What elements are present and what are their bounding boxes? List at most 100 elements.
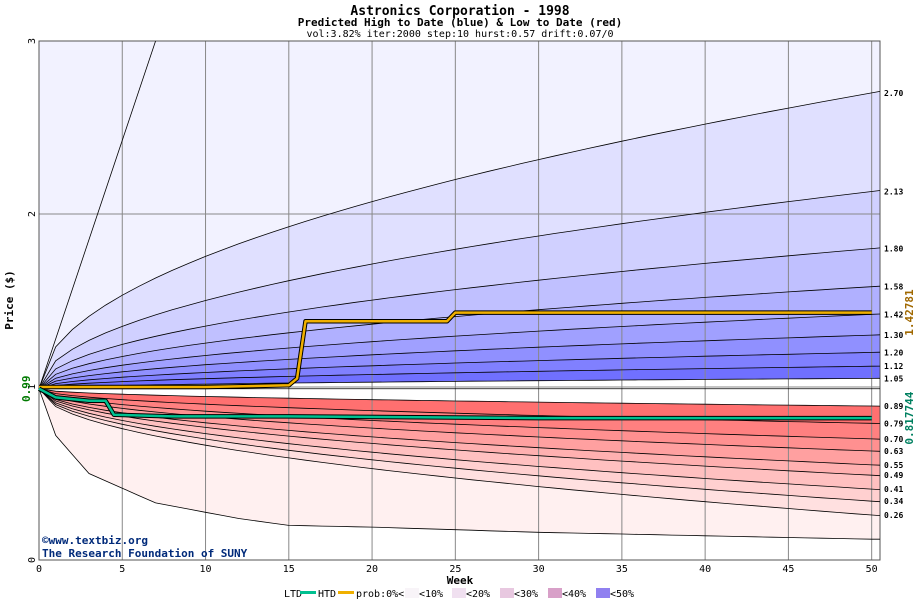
x-tick-15: 15 xyxy=(283,564,295,575)
ltd-series-line xyxy=(38,387,872,420)
htd-series-line xyxy=(39,311,872,389)
x-tick-50: 50 xyxy=(866,564,878,575)
chart-title: Astronics Corporation - 1998 xyxy=(350,4,569,19)
end-label-1.58: 1.58 xyxy=(884,283,903,292)
high-band-1.80 xyxy=(39,190,880,389)
y-tick-3: 3 xyxy=(27,38,38,44)
legend-10-label: <10% xyxy=(419,589,443,600)
chart-grid xyxy=(38,40,881,561)
credit-line-1: ©www.textbiz.org xyxy=(42,534,148,547)
high-band-1.20 xyxy=(39,334,880,389)
low-band-0.89 xyxy=(39,388,880,424)
high-quantile-line-2.70 xyxy=(38,91,881,389)
legend-htd-label: HTD xyxy=(318,589,336,600)
low-quantile-line-0.70 xyxy=(38,388,881,440)
end-label-0.26: 0.26 xyxy=(884,511,903,520)
chart-params: vol:3.82% iter:2000 step:10 hurst:0.57 d… xyxy=(306,29,613,40)
high-quantile-line-1.58 xyxy=(38,285,881,390)
low-band-0.63 xyxy=(39,388,880,466)
low-band-outer xyxy=(39,388,880,540)
htd-end-value: 1.42781 xyxy=(903,289,916,336)
high-quantile-line-1.42 xyxy=(38,313,881,390)
legend-swatch-10 xyxy=(405,588,419,598)
legend-ltd-swatch xyxy=(300,591,316,594)
high-quantile-line-1.05 xyxy=(38,377,881,390)
high-band-1.05 xyxy=(39,366,880,389)
high-band-2.13 xyxy=(39,91,880,389)
end-label-0.63: 0.63 xyxy=(884,447,903,456)
legend-prob-label: prob:0%< xyxy=(356,589,404,600)
end-label-0.41: 0.41 xyxy=(884,485,903,494)
low-band-0.70 xyxy=(39,388,880,452)
axis-ticks: 0 5 10 15 20 25 30 35 40 45 50 0 1 2 3 xyxy=(27,38,878,575)
plot-frame xyxy=(38,40,881,561)
probability-bands xyxy=(39,41,880,560)
legend-swatch-40 xyxy=(548,588,562,598)
end-label-2.13: 2.13 xyxy=(884,188,903,197)
quantile-end-labels: 1.05 1.12 1.20 1.30 1.42 1.58 1.80 2.13 2.70 0.89… xyxy=(884,89,903,520)
y-tick-2: 2 xyxy=(27,211,38,217)
high-quantile-line-1.20 xyxy=(38,351,881,390)
credit-line-2: The Research Foundation of SUNY xyxy=(42,547,248,560)
low-quantile-line-0.55 xyxy=(38,388,881,466)
end-label-1.42: 1.42 xyxy=(884,310,903,319)
end-label-1.20: 1.20 xyxy=(884,348,903,357)
low-band-0.41 xyxy=(39,388,880,502)
quantile-lines xyxy=(38,40,881,540)
y-tick-1: 1 xyxy=(27,384,38,390)
low-band-0.79 xyxy=(39,388,880,440)
end-label-0.89: 0.89 xyxy=(884,402,903,411)
end-label-1.12: 1.12 xyxy=(884,362,903,371)
y-axis-label: Price ($) xyxy=(3,270,16,330)
legend-htd-swatch xyxy=(338,591,354,594)
x-tick-10: 10 xyxy=(200,564,212,575)
high-quantile-line-1.80 xyxy=(38,247,881,389)
x-tick-0: 0 xyxy=(36,564,42,575)
low-quantile-line-0.34 xyxy=(38,388,881,503)
end-label-1.05: 1.05 xyxy=(884,374,903,383)
legend-30-label: <30% xyxy=(514,589,538,600)
legend-swatch-20 xyxy=(452,588,466,598)
legend-50-label: <50% xyxy=(610,589,634,600)
outer-high-line xyxy=(38,40,156,389)
start-value-label: 0.99 xyxy=(20,375,33,402)
x-tick-25: 25 xyxy=(449,564,461,575)
high-quantile-line-1.30 xyxy=(38,334,881,390)
x-axis-label: Week xyxy=(447,574,474,587)
series-lines xyxy=(37,310,872,421)
low-band-0.34 xyxy=(39,388,880,516)
high-band-1.30 xyxy=(39,314,880,389)
end-label-0.70: 0.70 xyxy=(884,435,903,444)
legend-20-label: <20% xyxy=(466,589,490,600)
ltd-end-value: 0.817744 xyxy=(903,391,916,444)
end-label-0.79: 0.79 xyxy=(884,419,903,428)
x-tick-40: 40 xyxy=(699,564,711,575)
low-quantile-line-0.79 xyxy=(38,388,881,424)
high-band-1.58 xyxy=(39,247,880,389)
end-label-0.49: 0.49 xyxy=(884,471,903,480)
low-quantile-line-0.49 xyxy=(38,388,881,477)
x-tick-45: 45 xyxy=(782,564,794,575)
outer-low-line xyxy=(38,388,880,540)
end-label-1.30: 1.30 xyxy=(884,331,903,340)
high-band-outer xyxy=(39,41,880,389)
legend-swatch-50 xyxy=(596,588,610,598)
high-quantile-line-1.12 xyxy=(38,365,881,390)
legend-40-label: <40% xyxy=(562,589,586,600)
chart-subtitle: Predicted High to Date (blue) & Low to D… xyxy=(298,16,623,29)
low-band-0.55 xyxy=(39,388,880,476)
chart-legend: LTD HTD prob:0%< <10% <20% <30% <40% <50… xyxy=(284,588,634,600)
x-tick-20: 20 xyxy=(366,564,378,575)
x-tick-35: 35 xyxy=(616,564,628,575)
x-tick-5: 5 xyxy=(119,564,125,575)
end-label-1.80: 1.80 xyxy=(884,245,903,254)
legend-ltd-label: LTD xyxy=(284,589,302,600)
high-band-1.12 xyxy=(39,352,880,389)
low-quantile-line-0.89 xyxy=(38,388,881,407)
low-quantile-line-0.41 xyxy=(38,388,881,490)
legend-swatch-30 xyxy=(500,588,514,598)
end-label-2.70: 2.70 xyxy=(884,89,903,98)
low-quantile-line-0.26 xyxy=(38,388,881,516)
end-label-0.34: 0.34 xyxy=(884,497,903,506)
